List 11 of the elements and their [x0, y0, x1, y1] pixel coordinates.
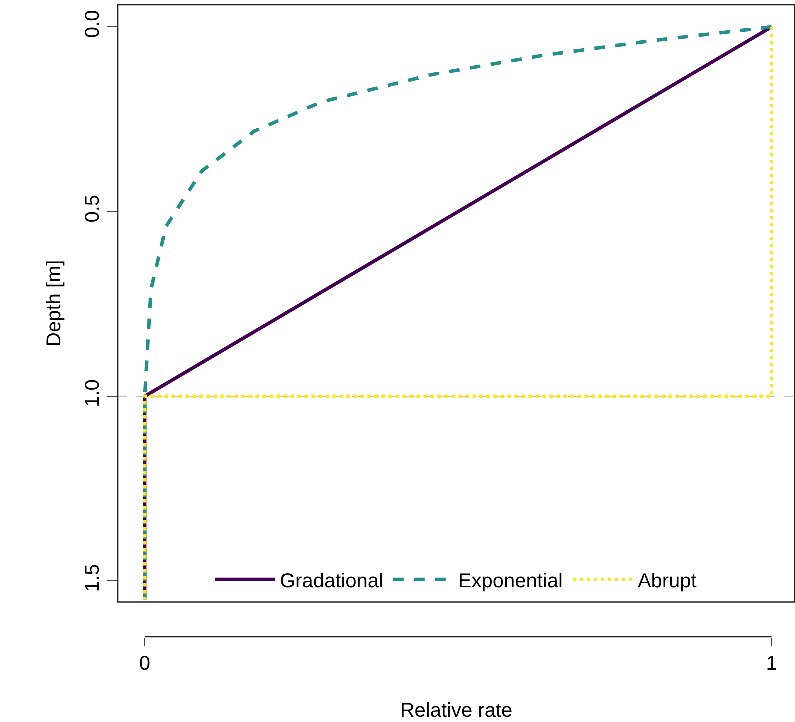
legend-label: Gradational	[280, 570, 384, 592]
x-tick-label: 1	[766, 653, 778, 675]
legend-label: Abrupt	[638, 570, 698, 592]
y-axis-title: Depth [m]	[44, 260, 66, 347]
y-tick-label: 1.5	[82, 564, 104, 592]
x-axis-title: Relative rate	[400, 700, 513, 722]
legend-label: Exponential	[458, 570, 563, 592]
y-tick-label: 0.0	[82, 10, 104, 38]
x-tick-label: 0	[139, 653, 151, 675]
y-tick-label: 1.0	[82, 380, 104, 408]
y-tick-label: 0.5	[82, 194, 104, 223]
